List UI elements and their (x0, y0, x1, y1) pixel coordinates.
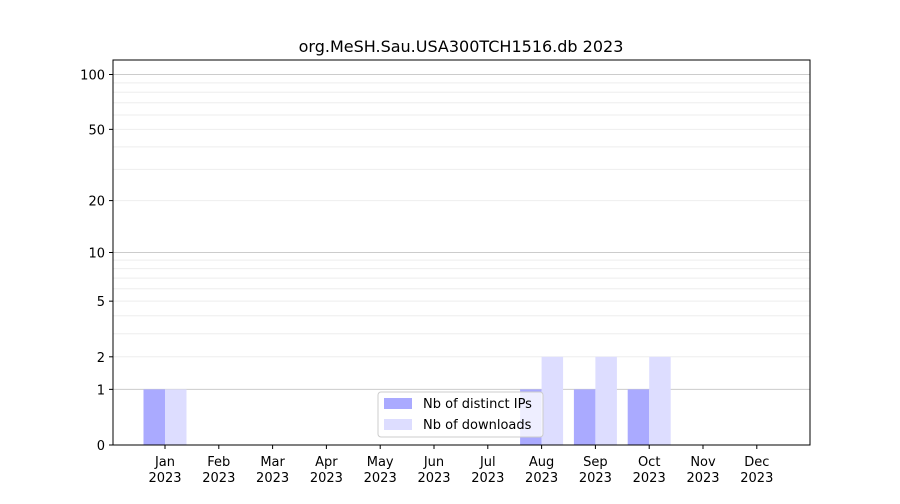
x-tick-label-month: Apr (315, 455, 338, 470)
x-tick-label-year: 2023 (364, 471, 397, 486)
y-tick-label: 10 (88, 247, 105, 262)
legend-swatch (384, 398, 412, 409)
x-tick-label-year: 2023 (686, 471, 719, 486)
x-tick-label-year: 2023 (579, 471, 612, 486)
legend-swatch (384, 419, 412, 430)
x-tick-label-year: 2023 (471, 471, 504, 486)
x-tick-label-month: Jul (479, 455, 496, 470)
x-tick-label-year: 2023 (148, 471, 181, 486)
x-tick-label-month: Dec (744, 455, 769, 470)
x-tick-label-year: 2023 (202, 471, 235, 486)
legend-label: Nb of downloads (423, 418, 532, 433)
bar-downloads (165, 389, 187, 445)
bar-distinct-ips (573, 389, 596, 445)
y-tick-label: 1 (97, 383, 105, 398)
y-tick-label: 20 (88, 195, 105, 210)
x-tick-label-month: Jan (154, 455, 175, 470)
x-tick-label-year: 2023 (417, 471, 450, 486)
legend-box (377, 391, 544, 438)
x-tick-label-year: 2023 (633, 471, 666, 486)
x-tick-label-month: Nov (690, 455, 716, 470)
x-tick-label-month: Oct (638, 455, 660, 470)
bar-downloads (649, 356, 671, 445)
x-tick-label-year: 2023 (310, 471, 343, 486)
axes: 0125102050100Jan2023Feb2023Mar2023Apr202… (80, 69, 773, 486)
x-tick-label-year: 2023 (256, 471, 289, 486)
x-tick-label-month: Mar (260, 455, 285, 470)
chart-title: org.MeSH.Sau.USA300TCH1516.db 2023 (299, 37, 624, 56)
y-tick-label: 100 (80, 69, 105, 84)
y-tick-label: 2 (97, 351, 105, 366)
x-tick-label-month: Sep (583, 455, 608, 470)
x-tick-label-year: 2023 (525, 471, 558, 486)
grid-lines (113, 74, 810, 390)
bar-distinct-ips (627, 389, 650, 445)
x-tick-label-year: 2023 (740, 471, 773, 486)
bar-downloads (595, 356, 617, 445)
bar-distinct-ips (143, 389, 165, 445)
legend-label: Nb of distinct IPs (423, 397, 532, 412)
y-tick-label: 50 (88, 123, 105, 138)
legend: Nb of distinct IPs Nb of downloads (377, 391, 544, 438)
y-tick-label: 0 (97, 439, 105, 454)
x-tick-label-month: May (367, 455, 394, 470)
bar-downloads (541, 356, 564, 445)
x-tick-label-month: Jun (423, 455, 444, 470)
y-tick-label: 5 (97, 295, 105, 310)
x-tick-label-month: Feb (207, 455, 230, 470)
x-tick-label-month: Aug (529, 455, 554, 470)
